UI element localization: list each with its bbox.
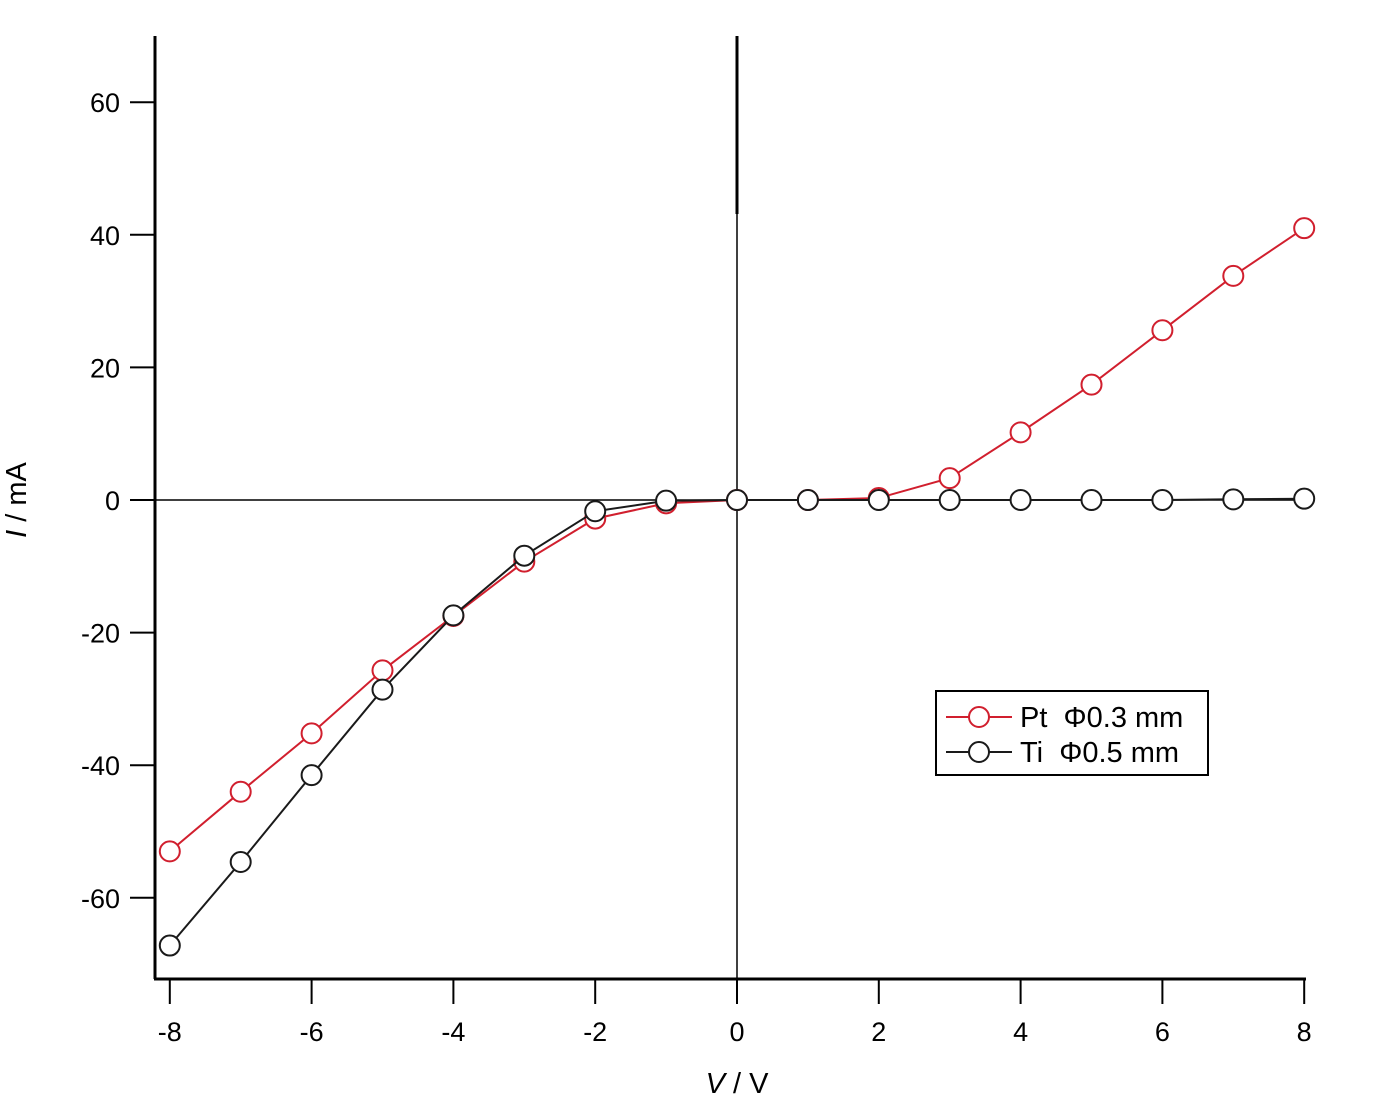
data-point — [938, 467, 961, 490]
x-tick-label: 4 — [1013, 1017, 1028, 1047]
y-ticks: -60 -40 -20 0 20 40 60 — [81, 88, 155, 914]
y-axis-sep: / — [1, 506, 33, 530]
legend-label-pt: Pt Φ0.3 mm — [1020, 702, 1183, 734]
data-point — [513, 544, 536, 567]
x-axis-sep: / — [725, 1068, 749, 1097]
x-axis-var: V — [706, 1068, 728, 1097]
x-tick-label: 8 — [1297, 1017, 1312, 1047]
legend: Pt Φ0.3 mm Ti Φ0.5 mm — [935, 690, 1209, 776]
legend-swatch-marker-ti — [968, 741, 990, 763]
y-tick-label: -40 — [81, 751, 120, 781]
data-point — [229, 780, 252, 803]
data-point — [1222, 488, 1245, 511]
x-tick-label: -4 — [441, 1017, 465, 1047]
x-tick-label: -8 — [158, 1017, 182, 1047]
data-point — [1151, 319, 1174, 342]
y-axis-label: I / mA — [1, 461, 33, 537]
data-point — [867, 489, 890, 511]
data-point — [1080, 373, 1103, 396]
y-tick-label: 60 — [90, 88, 120, 118]
data-point — [938, 489, 961, 511]
data-point — [796, 489, 819, 511]
x-ticks: -8 -6 -4 -2 0 2 4 6 8 — [158, 979, 1312, 1047]
data-point — [371, 659, 394, 682]
y-tick-label: 40 — [90, 221, 120, 251]
legend-label-ti: Ti Φ0.5 mm — [1020, 737, 1179, 769]
data-point — [1080, 489, 1103, 511]
data-point — [655, 489, 678, 512]
data-point — [1222, 264, 1245, 287]
y-tick-label: -20 — [81, 619, 120, 649]
data-point — [1009, 489, 1032, 511]
data-point — [1151, 489, 1174, 511]
data-point — [442, 604, 465, 627]
data-point — [158, 840, 181, 863]
data-point — [300, 764, 323, 787]
x-axis-unit: V — [749, 1068, 769, 1097]
data-point — [371, 678, 394, 701]
data-point — [1009, 421, 1032, 444]
y-axis-unit: mA — [1, 461, 33, 505]
data-point — [726, 489, 748, 511]
x-tick-label: 0 — [729, 1017, 744, 1047]
x-tick-label: 2 — [871, 1017, 886, 1047]
x-tick-label: -6 — [300, 1017, 324, 1047]
x-tick-label: 6 — [1155, 1017, 1170, 1047]
data-point — [1293, 487, 1316, 510]
y-tick-label: 20 — [90, 353, 120, 383]
data-point — [300, 722, 323, 745]
data-point — [1293, 217, 1316, 240]
series-1 — [158, 487, 1316, 957]
x-tick-label: -2 — [583, 1017, 607, 1047]
series-layer — [158, 217, 1316, 957]
data-point — [229, 850, 252, 873]
data-point — [158, 934, 181, 957]
legend-swatch-marker-pt — [968, 706, 990, 728]
y-tick-label: 0 — [105, 486, 120, 516]
x-axis-label: V / V — [706, 1068, 770, 1097]
y-axis-var: I — [1, 530, 33, 538]
y-tick-label: -60 — [81, 884, 120, 914]
data-point — [584, 500, 607, 523]
